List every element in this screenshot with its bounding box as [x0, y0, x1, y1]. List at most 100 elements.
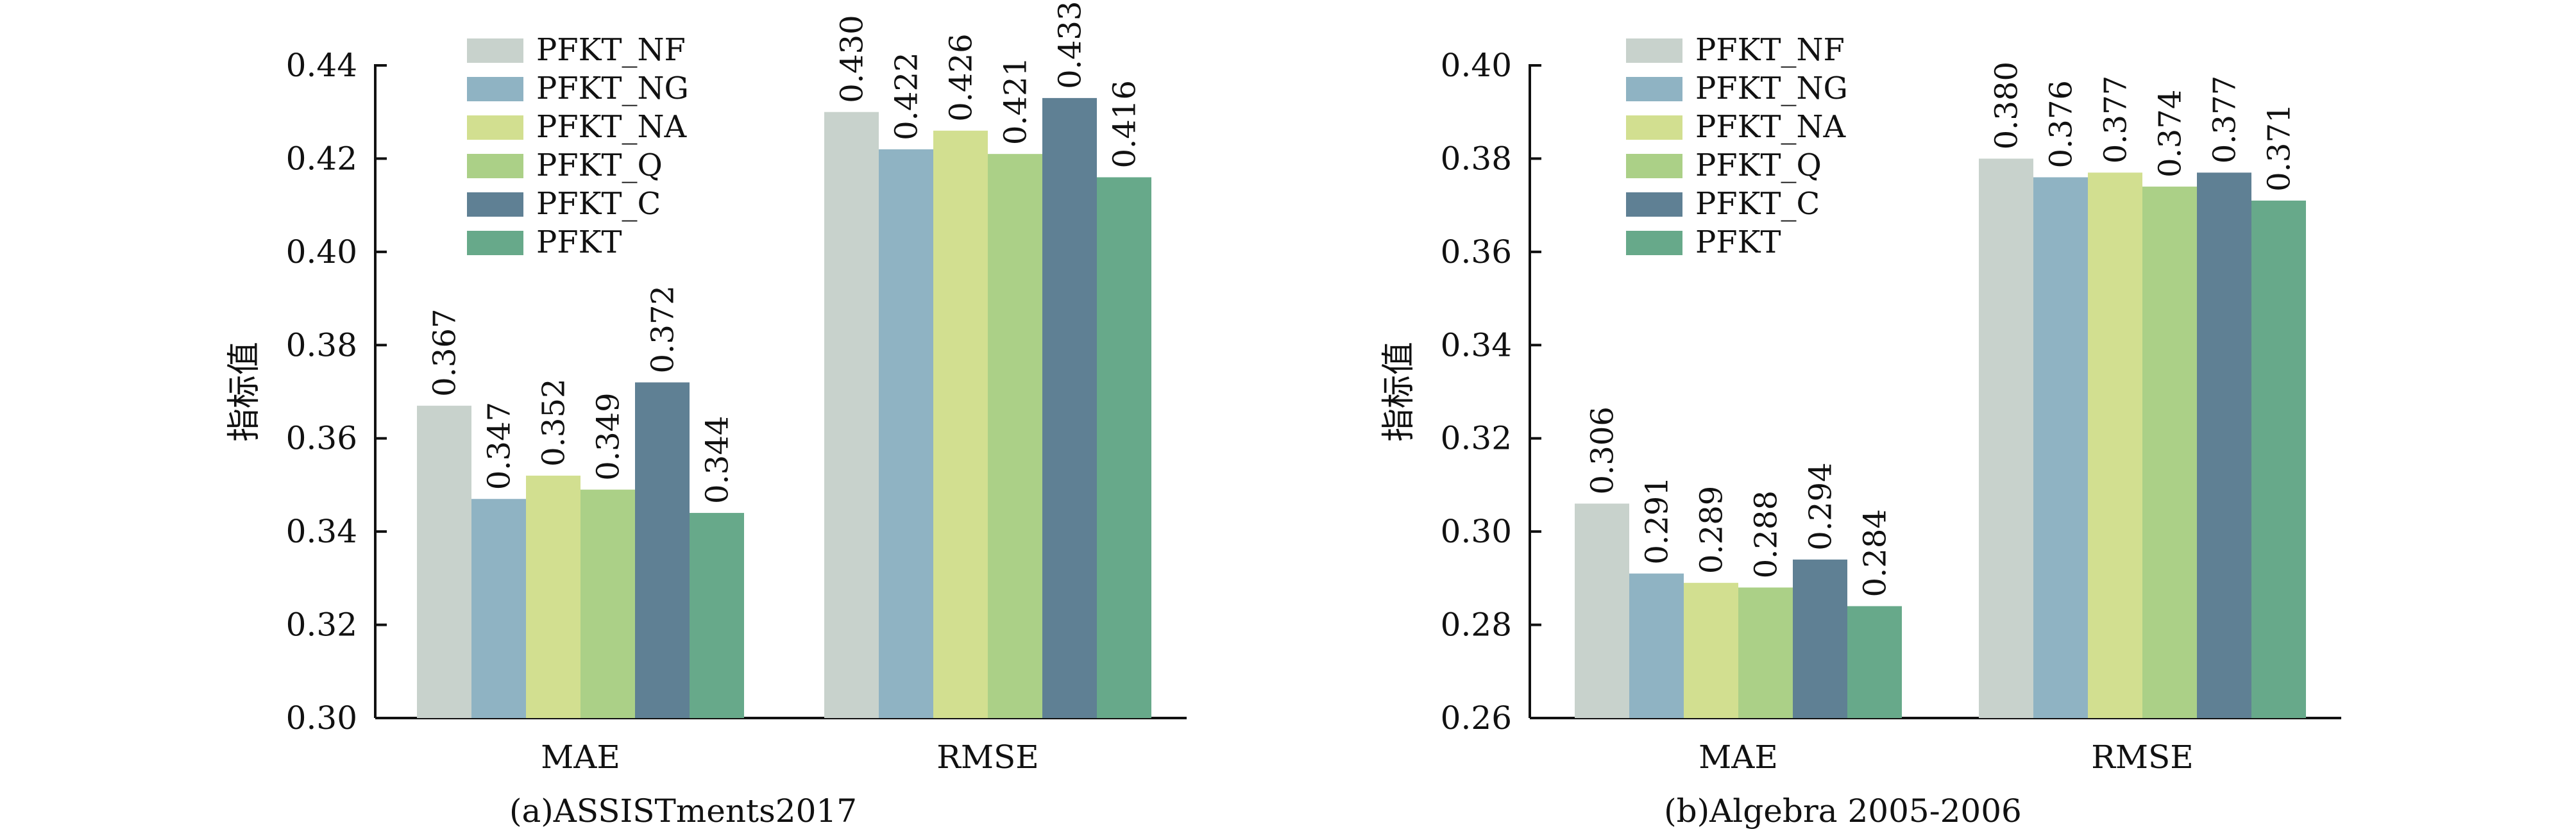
legend-swatch: [467, 231, 523, 255]
data-label: 0.377: [2207, 76, 2243, 163]
data-label: 0.347: [482, 402, 518, 490]
bar-rmse-pfkt-nf: [1979, 158, 2033, 718]
y-tick-label: 0.30: [1441, 513, 1512, 550]
y-tick-label: 0.40: [1441, 47, 1512, 84]
bar-mae-pfkt-na: [526, 475, 580, 718]
bar-mae-pfkt-q: [1738, 587, 1793, 718]
legend-swatch: [1626, 154, 1682, 178]
bar-mae-pfkt-c: [1793, 559, 1847, 718]
legend-swatch: [467, 115, 523, 140]
y-tick-label: 0.26: [1441, 699, 1512, 737]
bar-rmse-pfkt-q: [2142, 187, 2197, 718]
y-tick-label: 0.32: [1441, 420, 1512, 457]
legend-entry: PFKT_Q: [1695, 147, 1822, 183]
bar-mae-pfkt: [690, 513, 744, 718]
y-tick-label: 0.30: [286, 699, 357, 737]
chart-panel-2: 0.26 0.28 0.30 0.32 0.34 0.36 0.38 0.40 指标值 0.306…: [1380, 32, 2341, 830]
bar-rmse-pfkt: [1097, 177, 1151, 718]
chart-panel-1: 0.30 0.32 0.34 0.36 0.38 0.40 0.42 0.44 指标值 0.367…: [225, 1, 1187, 830]
chart-caption: (a)ASSISTments2017: [509, 792, 857, 830]
bar-rmse-pfkt-c: [1042, 97, 1097, 718]
bar-mae-pfkt-na: [1684, 583, 1738, 718]
bar-rmse-pfkt-ng: [2033, 177, 2088, 718]
data-label: 0.376: [2044, 80, 2080, 168]
x-category-label: MAE: [541, 739, 620, 776]
data-label: 0.291: [1640, 476, 1675, 564]
data-label: 0.289: [1694, 486, 1730, 574]
bar-mae-pfkt-nf: [417, 405, 471, 718]
legend-entry: PFKT_NA: [536, 109, 687, 145]
legend-swatch: [1626, 231, 1682, 255]
legend-entry: PFKT_NG: [1695, 71, 1848, 106]
data-label: 0.306: [1585, 406, 1621, 494]
x-category-label: RMSE: [2091, 739, 2194, 776]
legend-entry: PFKT_NA: [1695, 109, 1846, 145]
data-label: 0.284: [1858, 509, 1894, 597]
legend-entry: PFKT: [1695, 224, 1781, 260]
legend-swatch: [1626, 77, 1682, 101]
legend-swatch: [467, 154, 523, 178]
y-tick-label: 0.42: [286, 140, 357, 177]
legend-swatch: [1626, 115, 1682, 140]
legend-entry: PFKT_C: [536, 186, 661, 222]
bar-mae-pfkt: [1847, 606, 1902, 718]
bar-mae-pfkt-ng: [1629, 573, 1684, 718]
y-tick-label: 0.40: [286, 233, 357, 271]
data-label: 0.372: [645, 285, 681, 373]
bar-rmse-pfkt-c: [2197, 172, 2251, 718]
data-label: 0.349: [591, 392, 627, 480]
bar-rmse-pfkt-q: [988, 154, 1042, 718]
y-axis-label: 指标值: [1380, 342, 1418, 442]
data-label: 0.422: [889, 52, 925, 140]
data-label: 0.377: [2098, 76, 2134, 163]
bar-mae-pfkt-q: [580, 489, 635, 718]
data-label: 0.294: [1803, 462, 1839, 550]
legend-entry: PFKT_NF: [536, 32, 686, 68]
bar-mae-pfkt-nf: [1575, 503, 1629, 718]
y-tick-label: 0.32: [286, 606, 357, 644]
data-label: 0.416: [1107, 80, 1143, 168]
y-tick-label: 0.34: [1441, 326, 1512, 364]
legend-swatch: [467, 192, 523, 217]
data-label: 0.367: [427, 308, 463, 396]
legend-swatch: [1626, 192, 1682, 217]
data-label: 0.426: [944, 33, 979, 121]
data-label: 0.430: [835, 15, 870, 103]
bar-rmse-pfkt: [2251, 200, 2306, 718]
data-label: 0.352: [536, 378, 572, 466]
y-tick-label: 0.36: [1441, 233, 1512, 271]
legend-swatch: [467, 38, 523, 63]
legend-entry: PFKT: [536, 224, 622, 260]
data-label: 0.288: [1749, 490, 1784, 578]
y-tick-label: 0.28: [1441, 606, 1512, 644]
y-tick-label: 0.44: [286, 47, 357, 84]
legend-swatch: [1626, 38, 1682, 63]
data-label: 0.374: [2153, 90, 2189, 178]
data-label: 0.421: [998, 57, 1034, 145]
x-category-label: MAE: [1699, 739, 1778, 776]
bar-rmse-pfkt-ng: [879, 149, 933, 718]
data-label: 0.371: [2262, 103, 2298, 191]
legend-entry: PFKT_NF: [1695, 32, 1845, 68]
legend-entry: PFKT_NG: [536, 71, 689, 106]
data-label: 0.380: [1989, 62, 2025, 149]
y-tick-label: 0.38: [286, 326, 357, 364]
legend-swatch: [467, 77, 523, 101]
bar-rmse-pfkt-na: [2088, 172, 2142, 718]
legend-entry: PFKT_Q: [536, 147, 663, 183]
y-tick-label: 0.36: [286, 420, 357, 457]
y-axis-label: 指标值: [225, 342, 264, 442]
bar-mae-pfkt-ng: [471, 499, 526, 718]
data-label: 0.433: [1053, 1, 1089, 88]
data-label: 0.344: [700, 416, 736, 504]
bar-mae-pfkt-c: [635, 382, 690, 718]
y-tick-label: 0.34: [286, 513, 357, 550]
bar-rmse-pfkt-nf: [824, 112, 879, 718]
legend-entry: PFKT_C: [1695, 186, 1820, 222]
chart-caption: (b)Algebra 2005-2006: [1664, 792, 2022, 830]
bar-rmse-pfkt-na: [933, 130, 988, 719]
y-tick-label: 0.38: [1441, 140, 1512, 177]
x-category-label: RMSE: [936, 739, 1039, 776]
